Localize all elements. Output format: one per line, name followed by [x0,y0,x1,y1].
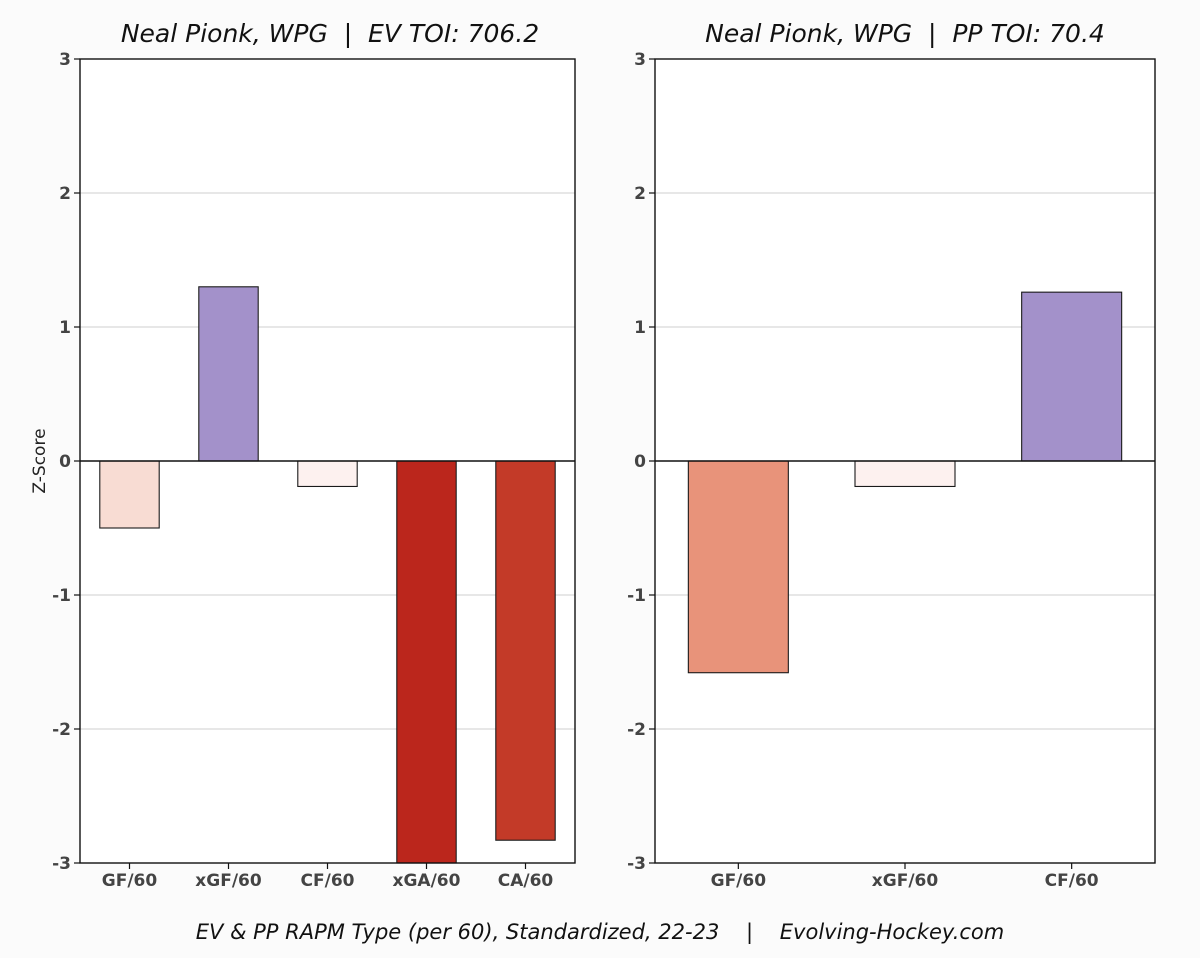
ev-bar-xgf-60 [198,286,259,462]
pp-y-tick-label: -3 [627,854,646,874]
ev-gridlines [80,192,575,730]
pp-x-tick-label-cf-60: CF/60 [1045,871,1099,891]
ev-y-ticks: -3 -2 -1 0 1 2 3 [52,50,80,874]
ev-y-tick-label: 0 [59,452,71,472]
pp-y-tick-label: 2 [634,184,646,204]
ev-x-tick-label-xgf-60: xGF/60 [195,871,262,891]
ev-x-ticks: GF/60 xGF/60 CF/60 xGA/60 CA/60 [102,863,554,891]
ev-y-tick-label: 3 [59,50,71,70]
pp-x-tick-label-xgf-60: xGF/60 [872,871,939,891]
pp-x-tick-label-gf-60: GF/60 [711,871,767,891]
pp-y-ticks: -3 -2 -1 0 1 2 3 [627,50,655,874]
pp-bar-cf-60 [1021,291,1123,462]
pp-chart-title: Neal Pionk, WPG | PP TOI: 70.4 [705,19,1105,48]
pp-y-tick-label: 3 [634,50,646,70]
ev-bar-ca-60 [495,460,556,841]
ev-x-tick-label-cf-60: CF/60 [301,871,355,891]
pp-bar-xgf-60 [854,460,956,488]
pp-bar-gf-60 [687,460,789,674]
ev-x-tick-label-ca-60: CA/60 [498,871,554,891]
ev-bar-cf-60 [297,460,358,488]
ev-bar-xga-60 [396,460,457,864]
pp-y-tick-label: 0 [634,452,646,472]
ev-y-tick-label: 2 [59,184,71,204]
ev-chart-title: Neal Pionk, WPG | EV TOI: 706.2 [121,19,539,48]
pp-bars [687,291,1123,674]
ev-x-tick-label-gf-60: GF/60 [102,871,158,891]
ev-y-tick-label: -3 [52,854,71,874]
ev-y-tick-label: -2 [52,720,71,740]
ev-bars [99,286,556,864]
figure-footer: EV & PP RAPM Type (per 60), Standardized… [196,920,1004,945]
ev-chart-panel: -3 -2 -1 0 1 2 3 GF/60 xGF/60 CF/60 xGA/60 CA/60 N… [30,19,576,891]
ev-x-tick-label-xga-60: xGA/60 [393,871,461,891]
ev-y-axis-label: Z-Score [30,428,50,493]
pp-x-ticks: GF/60 xGF/60 CF/60 [711,863,1099,891]
ev-y-tick-label: 1 [59,318,71,338]
pp-y-tick-label: -2 [627,720,646,740]
ev-bar-gf-60 [99,460,160,529]
pp-chart-panel: -3 -2 -1 0 1 2 3 GF/60 xGF/60 CF/60 Neal Pionk, … [627,19,1156,891]
pp-y-tick-label: -1 [627,586,646,606]
pp-y-tick-label: 1 [634,318,646,338]
ev-y-tick-label: -1 [52,586,71,606]
